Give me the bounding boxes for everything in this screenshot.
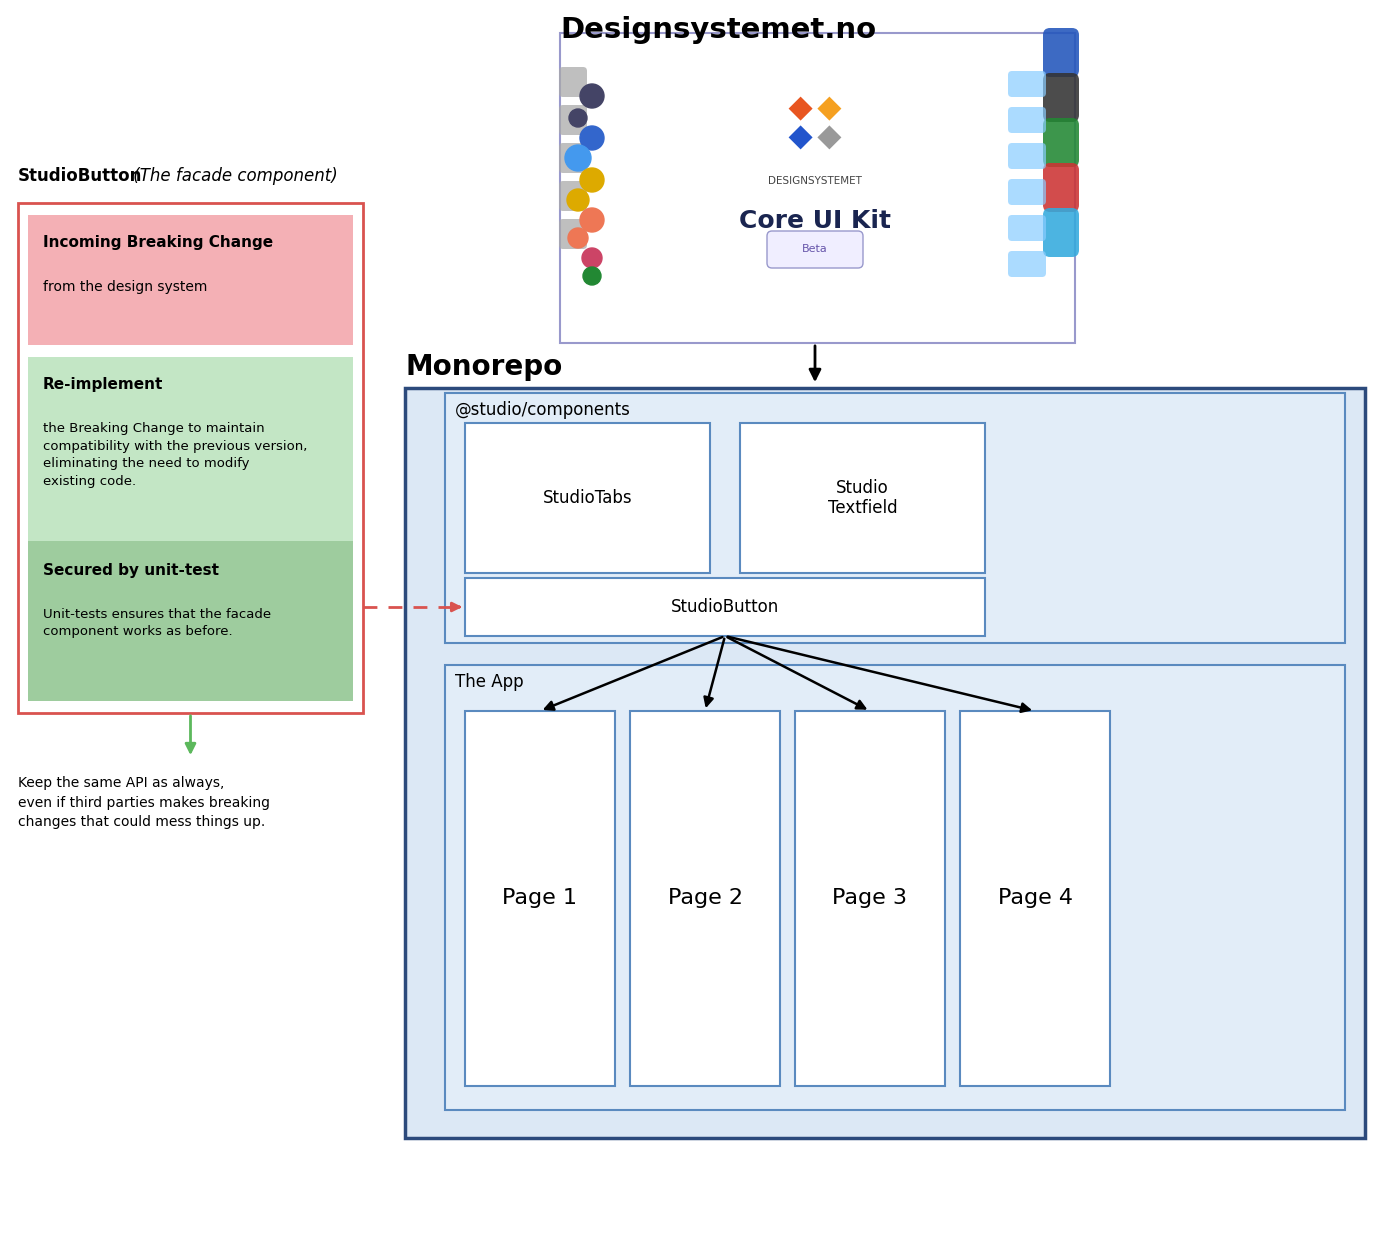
FancyBboxPatch shape xyxy=(559,67,587,97)
FancyBboxPatch shape xyxy=(1043,163,1079,212)
Text: Keep the same API as always,
even if third parties makes breaking
changes that c: Keep the same API as always, even if thi… xyxy=(18,776,270,829)
Text: The App: The App xyxy=(455,673,524,691)
FancyBboxPatch shape xyxy=(1008,178,1046,205)
FancyBboxPatch shape xyxy=(28,540,353,701)
FancyBboxPatch shape xyxy=(559,218,587,250)
FancyBboxPatch shape xyxy=(28,215,353,344)
Text: Beta: Beta xyxy=(802,245,827,255)
Text: StudioTabs: StudioTabs xyxy=(543,489,633,507)
Circle shape xyxy=(567,188,589,211)
Text: Core UI Kit: Core UI Kit xyxy=(739,208,890,233)
Text: Page 3: Page 3 xyxy=(833,889,907,909)
Text: the Breaking Change to maintain
compatibility with the previous version,
elimina: the Breaking Change to maintain compatib… xyxy=(43,422,308,488)
Text: Incoming Breaking Change: Incoming Breaking Change xyxy=(43,235,273,250)
Text: Re-implement: Re-implement xyxy=(43,377,164,392)
FancyBboxPatch shape xyxy=(1043,72,1079,122)
Circle shape xyxy=(580,208,603,232)
Polygon shape xyxy=(818,96,841,121)
FancyBboxPatch shape xyxy=(741,423,986,573)
FancyBboxPatch shape xyxy=(465,711,615,1086)
Text: Page 4: Page 4 xyxy=(997,889,1072,909)
FancyBboxPatch shape xyxy=(767,231,862,268)
FancyBboxPatch shape xyxy=(630,711,780,1086)
Circle shape xyxy=(566,145,591,171)
FancyBboxPatch shape xyxy=(1008,251,1046,277)
Circle shape xyxy=(582,248,602,268)
FancyBboxPatch shape xyxy=(445,665,1345,1109)
FancyBboxPatch shape xyxy=(405,388,1365,1138)
FancyBboxPatch shape xyxy=(1043,27,1079,77)
FancyBboxPatch shape xyxy=(1043,208,1079,257)
FancyBboxPatch shape xyxy=(445,393,1345,643)
FancyBboxPatch shape xyxy=(795,711,945,1086)
FancyBboxPatch shape xyxy=(560,32,1075,343)
Circle shape xyxy=(580,168,603,192)
FancyBboxPatch shape xyxy=(1008,71,1046,97)
FancyBboxPatch shape xyxy=(1008,215,1046,241)
Text: StudioButton: StudioButton xyxy=(18,167,143,185)
FancyBboxPatch shape xyxy=(1008,144,1046,168)
Text: Monorepo: Monorepo xyxy=(405,353,563,381)
Text: Designsystemet.no: Designsystemet.no xyxy=(560,16,876,44)
Text: Page 2: Page 2 xyxy=(668,889,742,909)
Polygon shape xyxy=(788,96,812,121)
FancyBboxPatch shape xyxy=(18,203,363,713)
FancyBboxPatch shape xyxy=(559,181,587,211)
Text: Page 1: Page 1 xyxy=(503,889,577,909)
Polygon shape xyxy=(788,125,812,150)
Circle shape xyxy=(568,228,588,248)
FancyBboxPatch shape xyxy=(559,144,587,173)
Text: (The facade component): (The facade component) xyxy=(127,167,337,185)
Circle shape xyxy=(568,109,587,127)
Text: Secured by unit-test: Secured by unit-test xyxy=(43,563,218,578)
Text: from the design system: from the design system xyxy=(43,280,207,295)
Polygon shape xyxy=(818,125,841,150)
Text: Unit-tests ensures that the facade
component works as before.: Unit-tests ensures that the facade compo… xyxy=(43,608,272,639)
FancyBboxPatch shape xyxy=(559,105,587,135)
Text: DESIGNSYSTEMET: DESIGNSYSTEMET xyxy=(769,176,862,186)
Text: StudioButton: StudioButton xyxy=(671,598,780,617)
FancyBboxPatch shape xyxy=(960,711,1110,1086)
Circle shape xyxy=(580,84,603,109)
FancyBboxPatch shape xyxy=(1043,119,1079,167)
FancyBboxPatch shape xyxy=(1008,107,1046,134)
FancyBboxPatch shape xyxy=(465,578,986,636)
Text: @studio/components: @studio/components xyxy=(455,401,631,419)
FancyBboxPatch shape xyxy=(465,423,710,573)
FancyBboxPatch shape xyxy=(28,357,353,552)
Text: Studio
Textfield: Studio Textfield xyxy=(827,478,897,518)
Circle shape xyxy=(580,126,603,150)
Circle shape xyxy=(582,267,601,285)
